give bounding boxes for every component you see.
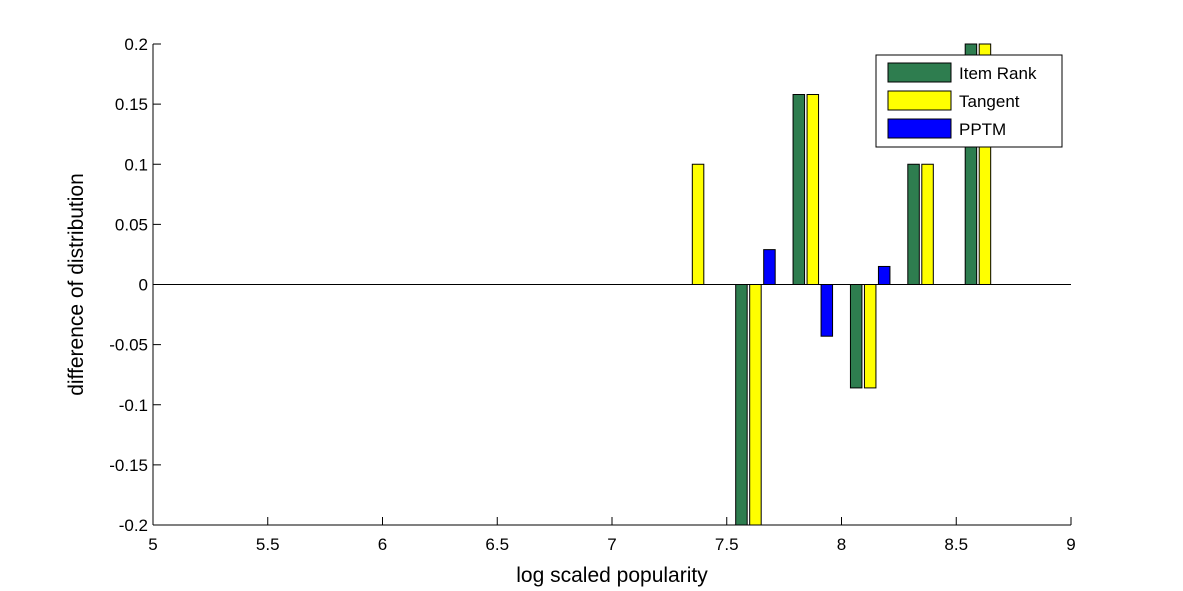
bar-tangent-4 bbox=[921, 163, 934, 285]
y-tick-label: 0.05 bbox=[115, 215, 148, 234]
y-tick-label: 0 bbox=[139, 276, 148, 295]
bar-tangent-2 bbox=[806, 94, 820, 286]
x-tick-label: 8 bbox=[837, 535, 846, 554]
y-tick-label: 0.1 bbox=[124, 155, 148, 174]
x-tick-label: 7 bbox=[607, 535, 616, 554]
bar-tangent-0 bbox=[691, 163, 705, 285]
legend-label: PPTM bbox=[959, 120, 1006, 139]
bar-pptm-2 bbox=[820, 284, 834, 337]
legend: Item Rank Tangent PPTM bbox=[875, 54, 1063, 148]
legend-label: Item Rank bbox=[959, 64, 1037, 83]
bar-pptm-1 bbox=[763, 249, 776, 286]
y-tick-label: -0.2 bbox=[119, 516, 148, 535]
bar-tangent-1 bbox=[749, 284, 762, 526]
x-tick-label: 9 bbox=[1066, 535, 1075, 554]
legend-swatch bbox=[887, 118, 952, 139]
y-tick-label: 0.2 bbox=[124, 35, 148, 54]
x-tick-label: 6.5 bbox=[485, 535, 509, 554]
legend-label: Tangent bbox=[959, 92, 1020, 111]
bar-item-rank-1 bbox=[735, 284, 748, 526]
legend-swatch bbox=[887, 90, 952, 111]
x-tick-label: 5.5 bbox=[256, 535, 280, 554]
legend-swatch bbox=[887, 62, 952, 83]
x-tick-label: 8.5 bbox=[944, 535, 968, 554]
axes-group: 5 5.5 6 6.5 7 7.5 8 8.5 9 0.2 0.15 0.1 0.05 0 -0.05 -0.… bbox=[109, 35, 1075, 554]
bar-item-rank-4 bbox=[907, 163, 920, 285]
y-tick-label: -0.05 bbox=[109, 336, 148, 355]
y-tick-label: -0.1 bbox=[119, 396, 148, 415]
x-axis-title: log scaled popularity bbox=[516, 564, 708, 587]
bar-pptm-3 bbox=[877, 265, 891, 285]
y-tick-label: -0.15 bbox=[109, 456, 148, 475]
x-tick-label: 7.5 bbox=[715, 535, 739, 554]
y-tick-label: 0.15 bbox=[115, 95, 148, 114]
y-axis-title: difference of distribution bbox=[65, 173, 88, 396]
bar-tangent-3 bbox=[863, 284, 877, 389]
x-tick-label: 6 bbox=[378, 535, 387, 554]
bar-item-rank-2 bbox=[792, 94, 806, 286]
x-tick-label: 5 bbox=[148, 535, 157, 554]
bar-item-rank-3 bbox=[849, 284, 863, 389]
